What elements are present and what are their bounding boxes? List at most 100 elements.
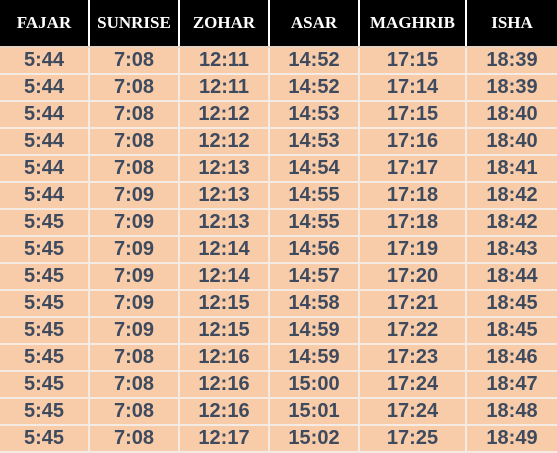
time-cell-maghrib: 17:18 bbox=[359, 209, 467, 237]
time-cell-isha: 18:40 bbox=[466, 101, 557, 129]
time-cell-fajar: 5:44 bbox=[0, 182, 90, 210]
time-cell-maghrib: 17:21 bbox=[359, 290, 467, 318]
time-cell-sunrise: 7:08 bbox=[89, 155, 180, 183]
time-cell-asar: 14:55 bbox=[269, 182, 360, 210]
time-cell-sunrise: 7:09 bbox=[89, 182, 180, 210]
time-cell-isha: 18:44 bbox=[466, 263, 557, 291]
time-cell-isha: 18:39 bbox=[466, 74, 557, 102]
time-cell-zohar: 12:14 bbox=[179, 236, 270, 264]
time-cell-asar: 14:52 bbox=[269, 47, 360, 75]
table-row: 5:44 7:08 12:13 14:54 17:17 18:41 bbox=[0, 155, 557, 183]
time-cell-asar: 15:01 bbox=[269, 398, 360, 426]
time-cell-asar: 14:59 bbox=[269, 344, 360, 372]
time-cell-fajar: 5:45 bbox=[0, 344, 90, 372]
time-cell-maghrib: 17:15 bbox=[359, 47, 467, 75]
time-cell-sunrise: 7:08 bbox=[89, 128, 180, 156]
time-cell-zohar: 12:15 bbox=[179, 290, 270, 318]
time-cell-zohar: 12:14 bbox=[179, 263, 270, 291]
time-cell-maghrib: 17:22 bbox=[359, 317, 467, 345]
time-cell-asar: 15:02 bbox=[269, 425, 360, 453]
time-cell-asar: 14:53 bbox=[269, 101, 360, 129]
time-cell-fajar: 5:45 bbox=[0, 371, 90, 399]
time-cell-isha: 18:49 bbox=[466, 425, 557, 453]
time-cell-isha: 18:45 bbox=[466, 317, 557, 345]
time-cell-fajar: 5:45 bbox=[0, 236, 90, 264]
time-cell-zohar: 12:11 bbox=[179, 74, 270, 102]
time-cell-fajar: 5:45 bbox=[0, 209, 90, 237]
time-cell-sunrise: 7:09 bbox=[89, 317, 180, 345]
time-cell-fajar: 5:44 bbox=[0, 74, 90, 102]
table-row: 5:44 7:08 12:11 14:52 17:15 18:39 bbox=[0, 47, 557, 75]
time-cell-asar: 14:55 bbox=[269, 209, 360, 237]
time-cell-maghrib: 17:17 bbox=[359, 155, 467, 183]
column-header-fajar: FAJAR bbox=[0, 0, 90, 48]
time-cell-maghrib: 17:14 bbox=[359, 74, 467, 102]
table-body: 5:44 7:08 12:11 14:52 17:15 18:39 5:44 7:08 12:1… bbox=[0, 47, 557, 453]
time-cell-zohar: 12:17 bbox=[179, 425, 270, 453]
table-row: 5:45 7:08 12:16 14:59 17:23 18:46 bbox=[0, 344, 557, 372]
time-cell-asar: 14:53 bbox=[269, 128, 360, 156]
time-cell-isha: 18:39 bbox=[466, 47, 557, 75]
time-cell-fajar: 5:45 bbox=[0, 263, 90, 291]
time-cell-isha: 18:43 bbox=[466, 236, 557, 264]
table-row: 5:45 7:08 12:16 15:00 17:24 18:47 bbox=[0, 371, 557, 399]
table-row: 5:44 7:09 12:13 14:55 17:18 18:42 bbox=[0, 182, 557, 210]
time-cell-sunrise: 7:09 bbox=[89, 263, 180, 291]
time-cell-zohar: 12:16 bbox=[179, 398, 270, 426]
time-cell-sunrise: 7:08 bbox=[89, 74, 180, 102]
time-cell-asar: 14:59 bbox=[269, 317, 360, 345]
time-cell-sunrise: 7:09 bbox=[89, 290, 180, 318]
time-cell-zohar: 12:16 bbox=[179, 344, 270, 372]
time-cell-zohar: 12:12 bbox=[179, 128, 270, 156]
table-row: 5:44 7:08 12:11 14:52 17:14 18:39 bbox=[0, 74, 557, 102]
time-cell-isha: 18:48 bbox=[466, 398, 557, 426]
time-cell-maghrib: 17:25 bbox=[359, 425, 467, 453]
time-cell-maghrib: 17:24 bbox=[359, 371, 467, 399]
time-cell-isha: 18:40 bbox=[466, 128, 557, 156]
table-row: 5:44 7:08 12:12 14:53 17:15 18:40 bbox=[0, 101, 557, 129]
time-cell-zohar: 12:13 bbox=[179, 209, 270, 237]
time-cell-fajar: 5:45 bbox=[0, 425, 90, 453]
time-cell-isha: 18:42 bbox=[466, 209, 557, 237]
time-cell-maghrib: 17:20 bbox=[359, 263, 467, 291]
time-cell-asar: 14:54 bbox=[269, 155, 360, 183]
table-row: 5:45 7:09 12:15 14:59 17:22 18:45 bbox=[0, 317, 557, 345]
time-cell-zohar: 12:12 bbox=[179, 101, 270, 129]
column-header-maghrib: MAGHRIB bbox=[359, 0, 467, 48]
table-row: 5:45 7:09 12:14 14:56 17:19 18:43 bbox=[0, 236, 557, 264]
time-cell-isha: 18:45 bbox=[466, 290, 557, 318]
time-cell-fajar: 5:45 bbox=[0, 290, 90, 318]
time-cell-isha: 18:47 bbox=[466, 371, 557, 399]
time-cell-maghrib: 17:15 bbox=[359, 101, 467, 129]
time-cell-maghrib: 17:16 bbox=[359, 128, 467, 156]
column-header-sunrise: SUNRISE bbox=[89, 0, 180, 48]
time-cell-maghrib: 17:18 bbox=[359, 182, 467, 210]
table-row: 5:44 7:08 12:12 14:53 17:16 18:40 bbox=[0, 128, 557, 156]
time-cell-asar: 14:56 bbox=[269, 236, 360, 264]
time-cell-fajar: 5:44 bbox=[0, 128, 90, 156]
column-header-zohar: ZOHAR bbox=[179, 0, 270, 48]
time-cell-isha: 18:41 bbox=[466, 155, 557, 183]
table-row: 5:45 7:08 12:16 15:01 17:24 18:48 bbox=[0, 398, 557, 426]
time-cell-isha: 18:46 bbox=[466, 344, 557, 372]
time-cell-maghrib: 17:23 bbox=[359, 344, 467, 372]
table-row: 5:45 7:09 12:15 14:58 17:21 18:45 bbox=[0, 290, 557, 318]
time-cell-sunrise: 7:08 bbox=[89, 371, 180, 399]
time-cell-fajar: 5:44 bbox=[0, 101, 90, 129]
column-header-asar: ASAR bbox=[269, 0, 360, 48]
table-row: 5:45 7:09 12:13 14:55 17:18 18:42 bbox=[0, 209, 557, 237]
time-cell-sunrise: 7:08 bbox=[89, 344, 180, 372]
time-cell-asar: 15:00 bbox=[269, 371, 360, 399]
time-cell-sunrise: 7:09 bbox=[89, 209, 180, 237]
table-row: 5:45 7:09 12:14 14:57 17:20 18:44 bbox=[0, 263, 557, 291]
time-cell-fajar: 5:45 bbox=[0, 317, 90, 345]
time-cell-sunrise: 7:08 bbox=[89, 47, 180, 75]
time-cell-sunrise: 7:08 bbox=[89, 398, 180, 426]
time-cell-sunrise: 7:08 bbox=[89, 101, 180, 129]
time-cell-maghrib: 17:19 bbox=[359, 236, 467, 264]
time-cell-sunrise: 7:09 bbox=[89, 236, 180, 264]
time-cell-maghrib: 17:24 bbox=[359, 398, 467, 426]
time-cell-fajar: 5:44 bbox=[0, 47, 90, 75]
time-cell-asar: 14:52 bbox=[269, 74, 360, 102]
